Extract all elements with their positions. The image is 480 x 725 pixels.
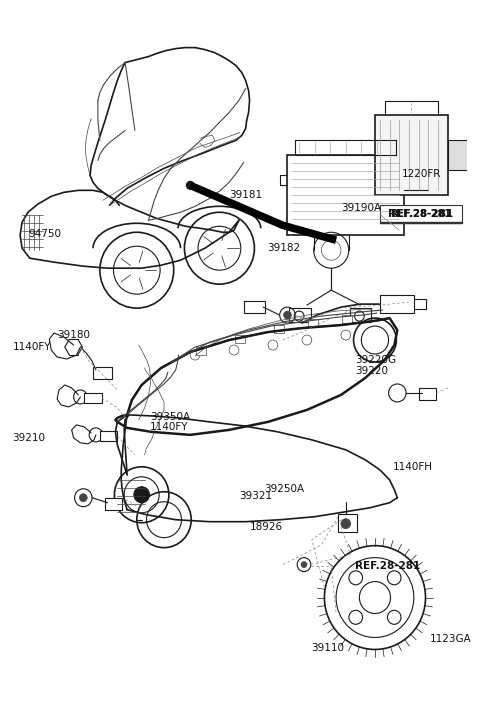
Bar (380, 205, 462, 223)
Bar (235, 335, 245, 343)
Bar (244, 301, 265, 313)
Text: 94750: 94750 (29, 228, 62, 239)
Text: 1220FR: 1220FR (402, 169, 442, 178)
Circle shape (186, 181, 194, 189)
Text: REF.28-281: REF.28-281 (390, 210, 451, 219)
Text: 1140FH: 1140FH (393, 463, 432, 473)
Text: 39182: 39182 (267, 243, 300, 253)
Circle shape (284, 311, 291, 319)
Bar (84, 393, 102, 403)
Bar (289, 308, 311, 322)
Bar (375, 115, 448, 195)
Text: 1140FY: 1140FY (150, 422, 189, 432)
Text: 39350A: 39350A (150, 412, 190, 422)
Text: 39220G: 39220G (355, 355, 396, 365)
Text: 39220: 39220 (355, 366, 388, 376)
Bar (308, 319, 318, 327)
Bar (342, 315, 352, 323)
Circle shape (134, 486, 149, 502)
Bar (288, 155, 404, 235)
Bar (419, 388, 436, 400)
Bar (274, 325, 284, 333)
Text: 39321: 39321 (239, 492, 272, 501)
Text: 39110: 39110 (311, 643, 344, 653)
Bar (100, 431, 117, 441)
Text: REF.28-281: REF.28-281 (355, 561, 420, 571)
Text: 39181: 39181 (229, 190, 263, 200)
Text: 39210: 39210 (12, 434, 45, 444)
Bar (448, 141, 469, 170)
Bar (380, 222, 462, 223)
Text: 1140FY: 1140FY (12, 342, 51, 352)
Bar (196, 347, 206, 355)
Bar (93, 367, 112, 379)
Text: 39180: 39180 (57, 330, 90, 340)
Bar (350, 308, 371, 322)
Text: 1123GA: 1123GA (430, 634, 472, 644)
Circle shape (341, 518, 351, 529)
Text: 39190A: 39190A (341, 203, 382, 213)
Text: 39250A: 39250A (264, 484, 304, 494)
Circle shape (301, 562, 307, 568)
Bar (338, 514, 358, 531)
Bar (105, 498, 122, 510)
Text: REF.28-281: REF.28-281 (388, 210, 453, 219)
Bar (380, 295, 414, 313)
Text: 18926: 18926 (250, 522, 283, 531)
Circle shape (79, 494, 87, 502)
